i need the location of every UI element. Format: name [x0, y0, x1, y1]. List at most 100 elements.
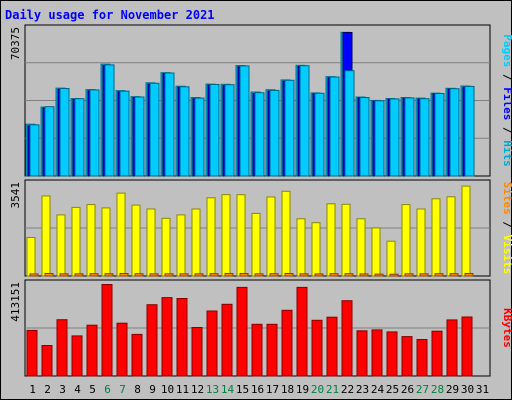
y-max-label: 70375 [9, 27, 22, 60]
bar-pages-day-5 [89, 89, 100, 177]
x-tick-label: 25 [386, 383, 399, 396]
bar-pages-day-24 [374, 100, 385, 177]
bar-kbytes-day-12 [191, 327, 203, 377]
bar-sites-day-20 [314, 273, 324, 277]
bar-pages-day-6 [104, 64, 115, 177]
bar-visits-day-13 [206, 197, 216, 277]
x-tick-label: 20 [311, 383, 324, 396]
x-tick-label: 7 [119, 383, 126, 396]
bar-kbytes-day-15 [236, 286, 248, 377]
x-tick-label: 22 [341, 383, 354, 396]
bar-pages-day-15 [239, 65, 250, 177]
bar-kbytes-day-10 [161, 297, 173, 377]
bar-visits-day-29 [446, 196, 456, 277]
bar-visits-day-3 [56, 214, 66, 277]
bar-pages-day-13 [209, 84, 220, 177]
bar-kbytes-day-21 [326, 316, 338, 377]
bar-pages-day-3 [59, 88, 70, 177]
legend-part: / [501, 67, 512, 87]
legend-middle-panel: Sites / Visits [501, 182, 512, 275]
bar-kbytes-day-23 [356, 330, 368, 377]
x-tick-label: 1 [29, 383, 36, 396]
bar-sites-day-6 [104, 273, 114, 277]
x-tick-label: 4 [74, 383, 81, 396]
bar-sites-day-26 [404, 273, 414, 277]
bar-kbytes-day-3 [56, 319, 68, 377]
x-tick-label: 8 [134, 383, 141, 396]
bar-visits-day-24 [371, 227, 381, 277]
bar-sites-day-15 [239, 273, 249, 277]
bar-kbytes-day-29 [446, 319, 458, 377]
bar-pages-day-16 [254, 92, 265, 177]
legend-top-panel: Pages / Files / Hits [501, 34, 512, 167]
bar-kbytes-day-5 [86, 324, 98, 377]
bar-kbytes-day-25 [386, 331, 398, 377]
bar-pages-day-25 [389, 98, 400, 177]
bar-sites-day-12 [194, 273, 204, 277]
legend-part: / [501, 215, 512, 235]
bar-visits-day-16 [251, 212, 261, 277]
bar-sites-day-14 [224, 273, 234, 277]
bar-pages-day-27 [419, 98, 430, 177]
legend-part: KBytes [501, 308, 512, 348]
bar-pages-day-7 [119, 90, 130, 177]
bar-sites-day-7 [119, 273, 129, 277]
x-tick-label: 10 [161, 383, 174, 396]
x-tick-label: 14 [221, 383, 235, 396]
bar-sites-day-17 [269, 273, 279, 277]
bar-sites-day-18 [284, 273, 294, 277]
bar-sites-day-29 [449, 273, 459, 277]
bar-visits-day-19 [296, 218, 306, 277]
bar-kbytes-day-4 [71, 335, 83, 377]
bar-visits-day-1 [26, 237, 36, 277]
bar-visits-day-18 [281, 190, 291, 277]
bar-visits-day-20 [311, 222, 321, 277]
bar-sites-day-4 [74, 273, 84, 277]
bar-sites-day-19 [299, 273, 309, 277]
bar-kbytes-day-16 [251, 323, 263, 377]
bar-visits-day-9 [146, 208, 156, 277]
bar-pages-day-20 [314, 92, 325, 177]
bar-visits-day-17 [266, 196, 276, 277]
bar-sites-day-22 [344, 273, 354, 277]
bar-visits-day-26 [401, 204, 411, 277]
bar-kbytes-day-11 [176, 298, 188, 377]
bar-kbytes-day-17 [266, 323, 278, 377]
bar-sites-day-9 [149, 273, 159, 277]
x-tick-label: 17 [266, 383, 279, 396]
bar-sites-day-30 [464, 273, 474, 277]
x-tick-label: 13 [206, 383, 219, 396]
bar-visits-day-4 [71, 206, 81, 277]
x-tick-label: 3 [59, 383, 66, 396]
bar-pages-day-14 [224, 84, 235, 177]
bar-pages-day-2 [44, 106, 55, 177]
x-tick-label: 15 [236, 383, 249, 396]
bar-sites-day-24 [374, 273, 384, 277]
bar-visits-day-12 [191, 208, 201, 277]
bar-kbytes-day-28 [431, 330, 443, 377]
bar-visits-day-2 [41, 195, 51, 277]
x-tick-label: 23 [356, 383, 369, 396]
bar-visits-day-8 [131, 204, 141, 277]
bar-visits-day-23 [356, 218, 366, 277]
bar-sites-day-2 [44, 273, 54, 277]
bar-sites-day-8 [134, 273, 144, 277]
legend-part: / [501, 120, 512, 140]
bar-visits-day-14 [221, 194, 231, 277]
bar-visits-day-5 [86, 204, 96, 277]
bar-pages-day-29 [449, 88, 460, 177]
bar-pages-day-30 [464, 85, 475, 177]
x-tick-label: 28 [431, 383, 444, 396]
bar-kbytes-day-6 [101, 284, 113, 377]
x-tick-label: 5 [89, 383, 96, 396]
bar-kbytes-day-13 [206, 310, 218, 377]
legend-part: Sites [501, 182, 512, 215]
bar-sites-day-16 [254, 273, 264, 277]
x-tick-label: 30 [461, 383, 474, 396]
bar-visits-day-7 [116, 192, 126, 277]
bar-pages-day-23 [359, 97, 370, 177]
bar-sites-day-11 [179, 273, 189, 277]
x-tick-label: 18 [281, 383, 294, 396]
bar-visits-day-11 [176, 214, 186, 277]
x-tick-label: 21 [326, 383, 339, 396]
